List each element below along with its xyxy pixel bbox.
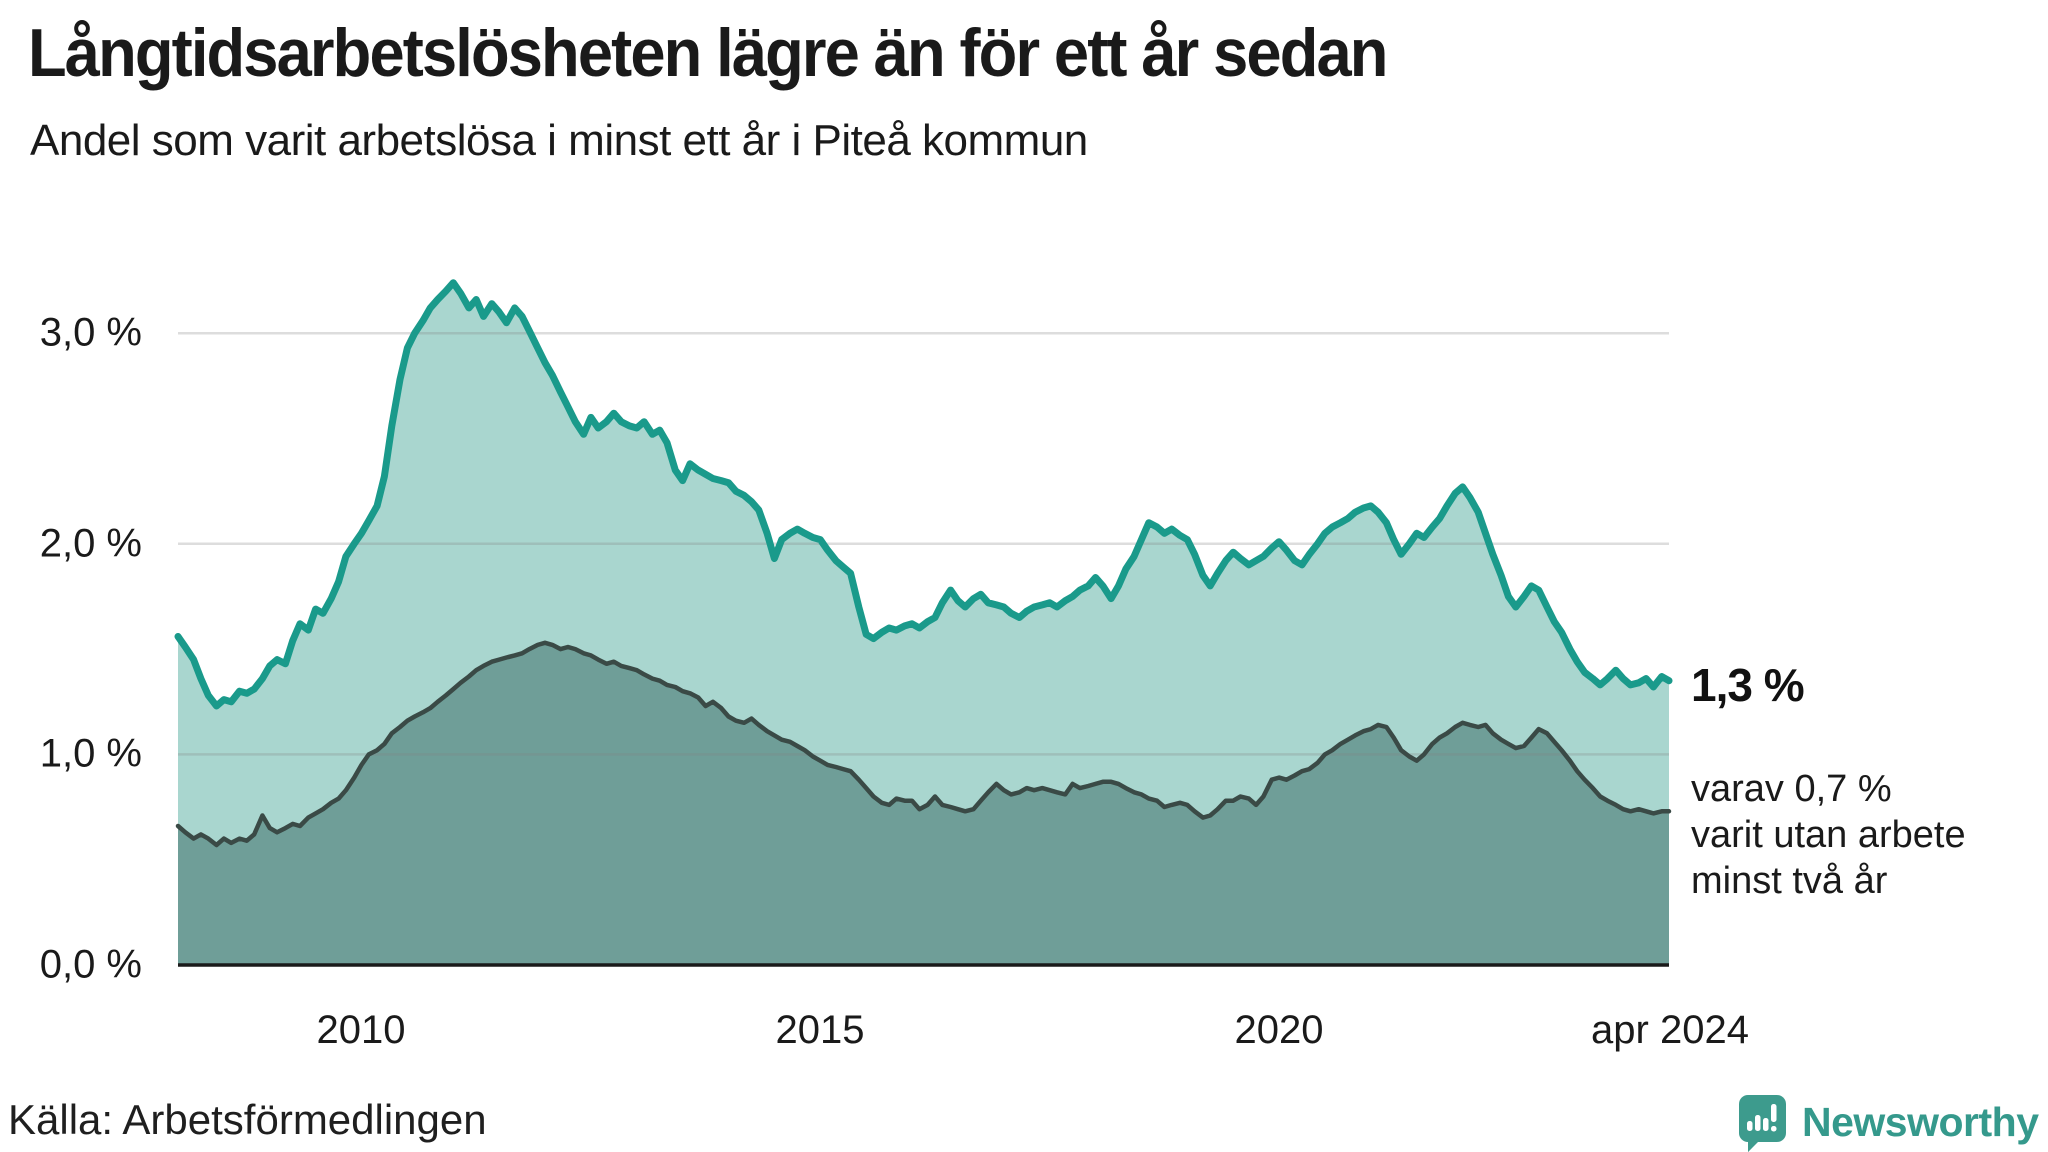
- y-tick-1: 1,0 %: [39, 731, 142, 776]
- x-tick-2015: 2015: [775, 1008, 865, 1052]
- secondary-note: varav 0,7 % varit utan arbete minst två …: [1691, 766, 1966, 904]
- y-tick-0: 0,0 %: [39, 942, 142, 987]
- chart-subtitle: Andel som varit arbetslösa i minst ett å…: [30, 116, 1088, 165]
- brand-name: Newsworthy: [1802, 1099, 2039, 1145]
- secondary-note-line-3: minst två år: [1691, 860, 1888, 902]
- page-title: Långtidsarbetslösheten lägre än för ett …: [28, 15, 1388, 91]
- source-note: Källa: Arbetsförmedlingen: [8, 1096, 487, 1143]
- series-line-minst-ett-år: [174, 279, 1673, 710]
- y-tick-2: 2,0 %: [39, 521, 142, 566]
- latest-value-label: 1,3 %: [1691, 659, 1805, 711]
- area-fill-minst-två-år: [178, 642, 1669, 965]
- x-tick-2020: 2020: [1234, 1008, 1324, 1052]
- newsworthy-logo-icon: [1739, 1095, 1786, 1152]
- secondary-note-line-2: varit utan arbete: [1691, 814, 1966, 856]
- secondary-note-line-1: varav 0,7 %: [1691, 768, 1892, 810]
- x-tick-apr-2024: apr 2024: [1591, 1008, 1749, 1052]
- y-tick-3: 3,0 %: [39, 310, 142, 355]
- x-tick-2010: 2010: [316, 1008, 406, 1052]
- series-line-minst-två-år: [175, 640, 1672, 848]
